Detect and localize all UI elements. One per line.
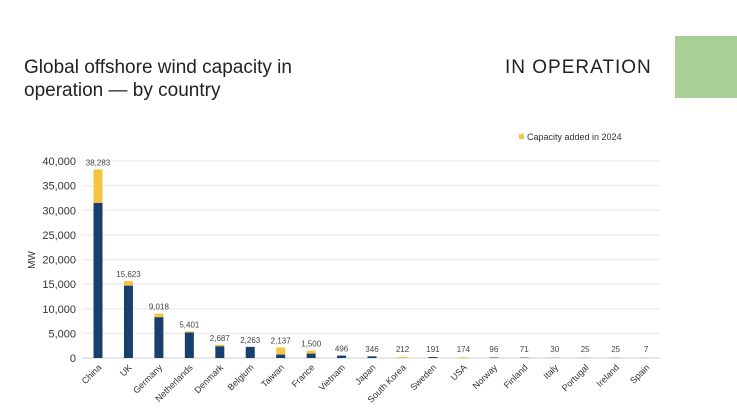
data-label: 2,263 bbox=[240, 336, 261, 345]
x-tick-label: Japan bbox=[353, 362, 377, 386]
chart-title: Global offshore wind capacity in operati… bbox=[24, 57, 292, 101]
data-label: 25 bbox=[581, 345, 590, 354]
legend-label: Capacity added in 2024 bbox=[527, 132, 622, 142]
x-tick-label: France bbox=[290, 362, 317, 389]
data-label: 2,137 bbox=[271, 336, 292, 345]
bar-added-2024 bbox=[93, 169, 103, 203]
x-tick-label: Italy bbox=[541, 362, 560, 381]
data-label: 96 bbox=[489, 345, 498, 354]
bar-added-2024 bbox=[154, 313, 164, 318]
data-label: 191 bbox=[426, 345, 440, 354]
bar-added-2024 bbox=[306, 350, 316, 354]
data-label: 15,623 bbox=[116, 270, 141, 279]
x-tick-label: Sweden bbox=[408, 362, 438, 392]
bar-added-2024 bbox=[215, 344, 225, 347]
bar-base bbox=[215, 346, 225, 358]
bar-base bbox=[306, 353, 316, 358]
data-label: 9,018 bbox=[149, 303, 170, 312]
bar-added-2024 bbox=[398, 356, 407, 358]
x-tick-label: Denmark bbox=[192, 362, 225, 395]
data-label: 174 bbox=[457, 345, 471, 354]
y-tick-label: 40,000 bbox=[42, 156, 76, 168]
data-label: 25 bbox=[611, 345, 620, 354]
bar-base bbox=[154, 317, 164, 358]
x-tick-label: Norway bbox=[471, 362, 500, 391]
y-tick-label: 25,000 bbox=[42, 230, 76, 242]
bar-base bbox=[276, 354, 286, 358]
data-label: 38,283 bbox=[86, 158, 111, 167]
data-label: 346 bbox=[365, 345, 379, 354]
legend-swatch bbox=[519, 134, 524, 139]
x-tick-label: Belgium bbox=[226, 362, 256, 392]
y-tick-label: 10,000 bbox=[42, 304, 76, 316]
data-label: 212 bbox=[396, 345, 410, 354]
bar-added-2024 bbox=[184, 331, 194, 333]
data-label: 7 bbox=[644, 345, 649, 354]
data-label: 71 bbox=[520, 345, 529, 354]
x-tick-label: Vietnam bbox=[317, 362, 347, 392]
y-tick-label: 5,000 bbox=[48, 328, 76, 340]
bar-added-2024 bbox=[458, 357, 468, 358]
y-tick-label: 30,000 bbox=[42, 205, 76, 217]
bar-base bbox=[428, 357, 438, 358]
y-tick-label: 0 bbox=[70, 353, 76, 365]
x-tick-label: Spain bbox=[628, 362, 651, 385]
decorative-block bbox=[675, 36, 737, 98]
bar-added-2024 bbox=[276, 347, 286, 355]
x-tick-label: Finland bbox=[502, 362, 530, 390]
data-label: 30 bbox=[550, 345, 559, 354]
bar-base bbox=[367, 356, 377, 358]
bar-base bbox=[245, 346, 255, 358]
bar-base bbox=[123, 285, 133, 358]
data-label: 5,401 bbox=[179, 320, 200, 329]
bar-base bbox=[93, 202, 103, 358]
y-tick-label: 35,000 bbox=[42, 181, 76, 193]
y-tick-label: 15,000 bbox=[42, 279, 76, 291]
data-label: 2,687 bbox=[210, 334, 231, 343]
x-tick-label: China bbox=[80, 362, 104, 386]
bar-base bbox=[184, 332, 194, 358]
x-tick-label: Portugal bbox=[560, 362, 591, 393]
x-tick-label: UK bbox=[118, 362, 134, 378]
x-tick-label: Taiwan bbox=[259, 362, 286, 389]
data-label: 1,500 bbox=[301, 340, 322, 349]
bar-base bbox=[337, 355, 347, 358]
bar-added-2024 bbox=[123, 281, 133, 286]
x-tick-label: Ireland bbox=[595, 362, 622, 389]
x-tick-label: USA bbox=[449, 362, 469, 382]
section-badge: IN OPERATION bbox=[505, 57, 652, 78]
y-tick-label: 20,000 bbox=[42, 255, 76, 267]
y-axis-label: MW bbox=[27, 251, 38, 269]
data-label: 496 bbox=[335, 345, 349, 354]
